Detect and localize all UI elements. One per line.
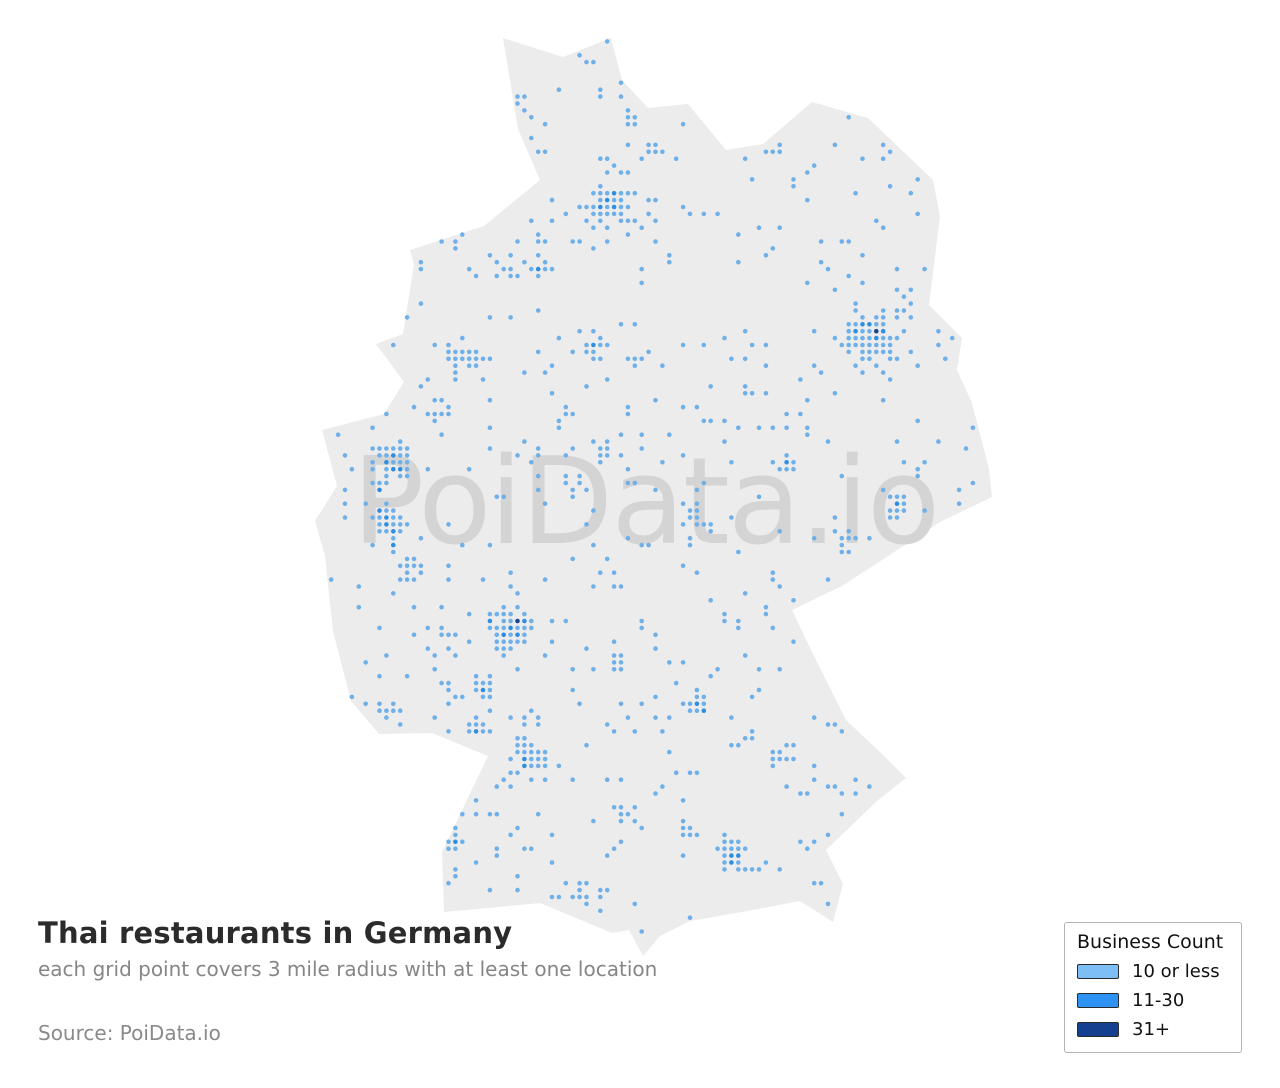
legend-item-10-or-less: 10 or less <box>1077 961 1229 982</box>
legend-item-31-plus: 31+ <box>1077 1019 1229 1040</box>
chart-title: Thai restaurants in Germany <box>38 916 513 950</box>
chart-subtitle: each grid point covers 3 mile radius wit… <box>38 957 658 981</box>
legend-label-11-30: 11-30 <box>1132 990 1185 1011</box>
restaurant-dots-layer <box>328 39 976 934</box>
legend-label-10-or-less: 10 or less <box>1132 961 1220 982</box>
legend-business-count: Business Count 10 or less 11-30 31+ <box>1064 922 1242 1053</box>
source-credit: Source: PoiData.io <box>38 1021 221 1045</box>
watermark: PoiData.io <box>352 433 938 572</box>
legend-swatch-10-or-less-icon <box>1077 964 1119 979</box>
legend-swatch-11-30-icon <box>1077 993 1119 1008</box>
legend-label-31-plus: 31+ <box>1132 1019 1170 1040</box>
legend-item-11-30: 11-30 <box>1077 990 1229 1011</box>
legend-title: Business Count <box>1077 931 1224 953</box>
legend-swatch-31-plus-icon <box>1077 1022 1119 1037</box>
germany-map-shape <box>315 38 992 956</box>
